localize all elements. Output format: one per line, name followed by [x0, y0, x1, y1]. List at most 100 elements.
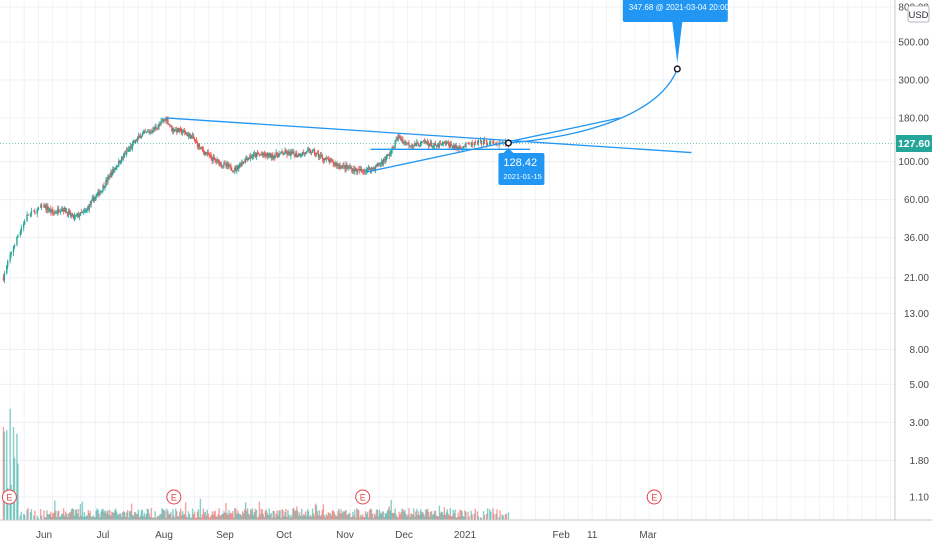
volume-bar: [362, 514, 364, 520]
volume-bar: [97, 509, 99, 520]
earnings-marker[interactable]: [1, 489, 17, 505]
time-axis-bg[interactable]: [0, 520, 932, 550]
candle-body: [266, 153, 268, 157]
time-axis[interactable]: Jun Jul Aug Sep Oct Nov Dec 2021 Feb 11 Mar: [36, 530, 657, 541]
volume-bar: [373, 513, 376, 520]
volume-bar: [474, 508, 476, 520]
volume-bar: [437, 516, 440, 520]
candle-body: [403, 141, 405, 143]
candle-body: [259, 154, 262, 156]
volume-bar: [426, 508, 429, 520]
volume-bar: [330, 515, 332, 520]
volume-bar: [369, 508, 372, 520]
price-tick-label: 13.00: [904, 309, 929, 320]
projection-path[interactable]: [508, 68, 678, 144]
candle-body: [135, 139, 138, 142]
candle-body: [84, 210, 87, 212]
candle-body: [46, 206, 48, 210]
projection-start-point[interactable]: [504, 139, 512, 147]
candle-body: [229, 164, 231, 166]
volume-bar: [410, 513, 412, 520]
volume-bar: [240, 514, 242, 520]
projection-end-point[interactable]: [673, 65, 681, 73]
candle-body: [418, 143, 420, 147]
volume-bar: [182, 514, 185, 520]
candle-body: [58, 208, 60, 213]
candle-body: [53, 212, 55, 214]
trendlines[interactable]: [165, 117, 692, 173]
volume-bar: [104, 510, 106, 520]
projection-curve[interactable]: [504, 65, 681, 147]
candle-body: [81, 212, 84, 213]
candle-body: [376, 163, 379, 167]
candle-body: [101, 191, 103, 192]
volume-bar: [385, 513, 388, 520]
candle-body: [148, 131, 150, 133]
volume-bar: [197, 509, 200, 520]
volume-bar: [78, 516, 81, 520]
volume-bar: [178, 516, 180, 520]
candle-body: [395, 139, 397, 141]
earnings-marker[interactable]: [355, 489, 371, 505]
candle-body: [213, 156, 215, 159]
candle-body: [392, 146, 394, 148]
volume-bar: [149, 516, 151, 520]
volume-bar: [357, 509, 359, 520]
volume-bar: [181, 515, 183, 520]
volume-bar: [105, 513, 107, 520]
candle-body: [463, 145, 465, 147]
volume-bar: [278, 510, 280, 520]
candle-body: [170, 125, 172, 127]
volume-bar: [199, 498, 202, 520]
volume-bar: [29, 512, 32, 520]
volume-bar: [277, 515, 279, 520]
candle-body: [300, 155, 302, 157]
candle-body: [216, 159, 218, 162]
volume-bar: [90, 516, 92, 520]
volume-bar: [19, 515, 22, 520]
volume-bar: [159, 513, 161, 520]
volume-bar: [298, 515, 300, 520]
candle-body: [241, 162, 243, 167]
candle-body: [168, 123, 170, 125]
candle-body: [417, 142, 419, 144]
volume-bar: [324, 517, 327, 520]
volume-bar: [291, 516, 293, 520]
price-axis-bg[interactable]: [895, 0, 932, 520]
volume-bar: [459, 509, 461, 520]
volume-bar: [147, 509, 149, 520]
candle-body: [197, 143, 200, 147]
currency-badge[interactable]: USD: [907, 5, 930, 23]
candle-body: [198, 143, 201, 148]
volume-bar: [213, 511, 215, 520]
support-trendline[interactable]: [366, 117, 621, 173]
candle-body: [191, 135, 194, 137]
volume-bar: [368, 509, 371, 520]
volume-bar: [460, 509, 462, 520]
volume-bar: [480, 517, 483, 520]
candle-body: [386, 154, 388, 157]
earnings-marker[interactable]: [646, 489, 662, 505]
volume-bar: [351, 516, 353, 520]
volume-bar: [220, 515, 222, 520]
volume-bar: [241, 515, 243, 520]
candle-body: [61, 208, 64, 210]
volume-bar: [495, 513, 497, 520]
candle-body: [459, 146, 461, 149]
volume-bar: [507, 512, 510, 520]
candle-body: [76, 213, 79, 216]
candle-body: [261, 154, 264, 156]
time-tick-label: Jul: [97, 530, 110, 541]
volume-bar: [439, 513, 442, 520]
candle-body: [502, 141, 504, 143]
volume-bar: [152, 517, 154, 520]
earnings-marker-label: E: [651, 493, 657, 503]
candle-body: [387, 154, 389, 155]
candle-body: [51, 209, 53, 213]
candle-body: [362, 170, 365, 173]
earnings-marker[interactable]: [166, 489, 182, 505]
upper-trendline[interactable]: [165, 117, 692, 154]
candle-body: [49, 209, 51, 211]
